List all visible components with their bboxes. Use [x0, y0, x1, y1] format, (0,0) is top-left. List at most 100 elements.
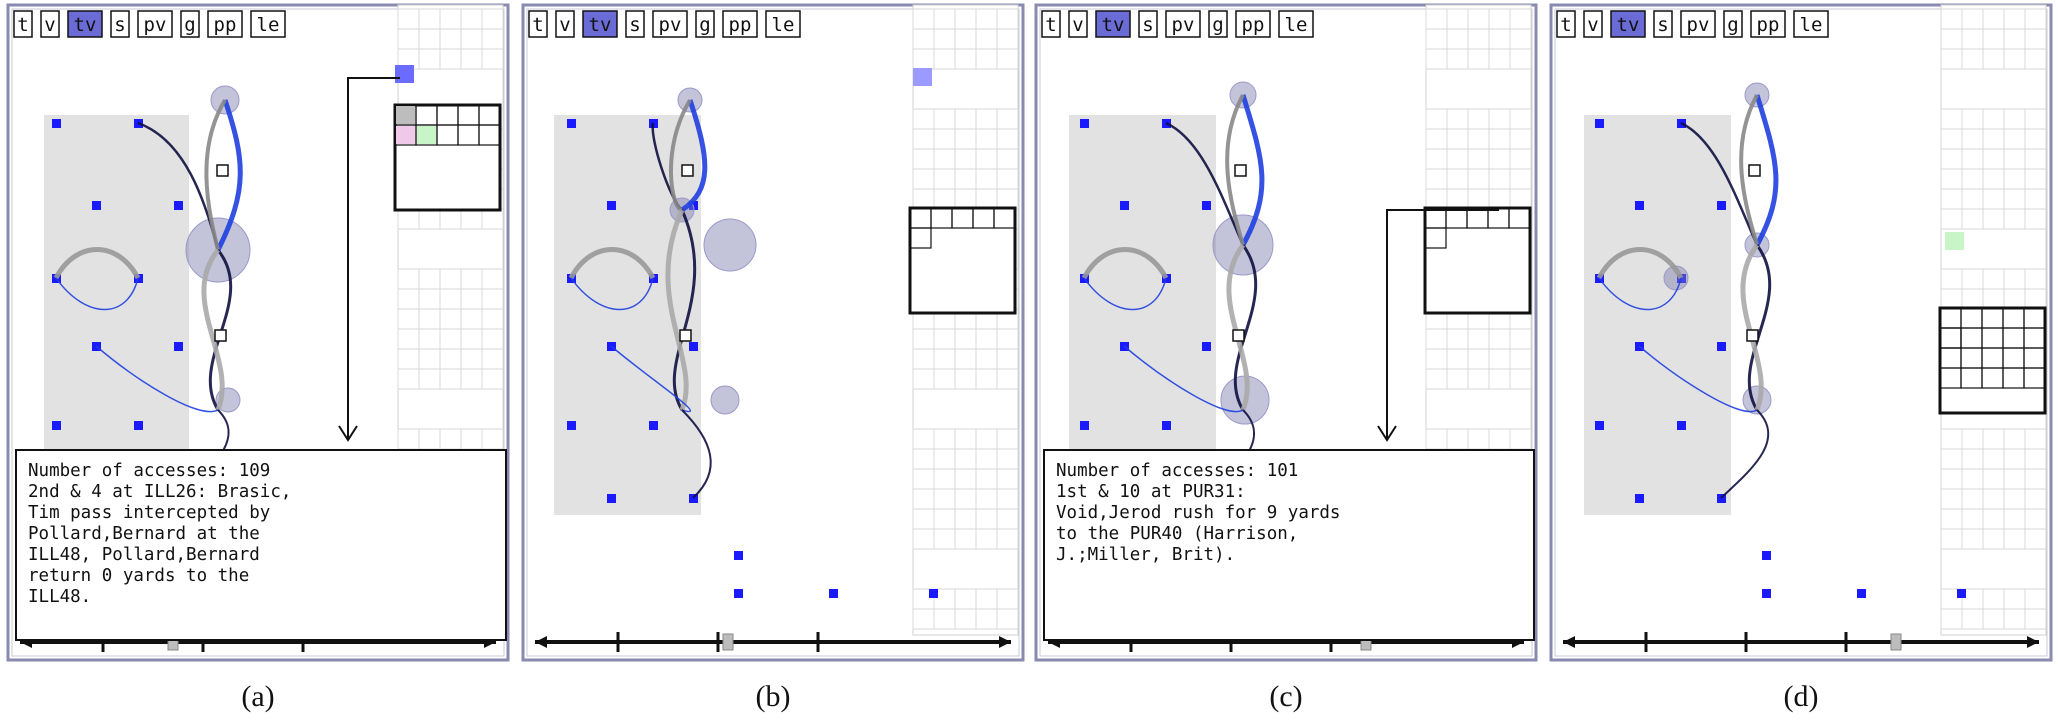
toolbar-button-pv[interactable]: pv [137, 10, 173, 38]
toolbar-button-tv[interactable]: tv [582, 10, 618, 38]
node[interactable] [689, 342, 698, 351]
node[interactable] [1635, 494, 1644, 503]
toolbar-button-s[interactable]: s [1138, 10, 1158, 38]
toolbar-button-frame[interactable] [1750, 10, 1786, 38]
zoomed-grid-cell[interactable] [478, 124, 501, 146]
toolbar-button-pp[interactable]: pp [1750, 10, 1786, 38]
toolbar-button-pp[interactable]: pp [1235, 10, 1271, 38]
toolbar-button-t[interactable]: t [1556, 10, 1576, 38]
link[interactable] [204, 98, 227, 251]
node[interactable] [829, 589, 838, 598]
selection-marker[interactable] [216, 164, 229, 177]
zoomed-grid-frame[interactable] [908, 206, 1017, 315]
link[interactable] [1596, 247, 1684, 280]
link[interactable] [1233, 244, 1258, 411]
toolbar-button-frame[interactable] [1095, 10, 1131, 38]
toolbar-button-tv[interactable]: tv [1610, 10, 1646, 38]
toolbar-button-frame[interactable] [1165, 10, 1201, 38]
node[interactable] [52, 421, 61, 430]
toolbar-button-s[interactable]: s [625, 10, 645, 38]
toolbar-button-frame[interactable] [1068, 10, 1088, 38]
timeline-handle[interactable] [1890, 633, 1902, 651]
toolbar-button-frame[interactable] [250, 10, 286, 38]
toolbar-button-frame[interactable] [1610, 10, 1646, 38]
toolbar-button-v[interactable]: v [1583, 10, 1603, 38]
minimap-cell[interactable] [2024, 528, 2047, 550]
node[interactable] [734, 551, 743, 560]
zoomed-grid-cell[interactable] [1424, 227, 1447, 249]
toolbar-button-tv[interactable]: tv [1095, 10, 1131, 38]
selection-marker[interactable] [1234, 164, 1247, 177]
toolbar-button-frame[interactable] [1583, 10, 1603, 38]
link[interactable] [1165, 121, 1245, 246]
selection-marker[interactable] [1748, 164, 1761, 177]
zoomed-grid-block[interactable] [393, 103, 502, 212]
toolbar-button-pv[interactable]: pv [1165, 10, 1201, 38]
toolbar-button-le[interactable]: le [765, 10, 801, 38]
node[interactable] [607, 494, 616, 503]
zoomed-grid-frame[interactable] [1423, 206, 1532, 315]
toolbar-button-le[interactable]: le [1278, 10, 1314, 38]
link[interactable] [201, 248, 225, 411]
link[interactable] [1638, 345, 1758, 413]
node[interactable] [1717, 342, 1726, 351]
link[interactable] [1739, 94, 1759, 246]
timeline[interactable] [535, 632, 1011, 652]
link[interactable] [681, 409, 712, 499]
link[interactable] [665, 208, 689, 411]
hub-node[interactable] [710, 385, 740, 415]
minimap-highlight[interactable] [1945, 232, 1964, 250]
toolbar-button-pv[interactable]: pv [1680, 10, 1716, 38]
timeline-arrow-right[interactable] [999, 636, 1011, 648]
toolbar-button-frame[interactable] [1235, 10, 1271, 38]
toolbar-button-g[interactable]: g [695, 10, 715, 38]
timeline-handle[interactable] [722, 633, 734, 651]
link[interactable] [669, 98, 692, 212]
minimap-cell[interactable] [996, 608, 1019, 630]
zoomed-grid-cell[interactable] [2023, 367, 2046, 389]
link[interactable] [1598, 277, 1682, 311]
node[interactable] [929, 589, 938, 598]
zoomed-grid-block[interactable] [908, 206, 1017, 315]
link[interactable] [95, 345, 219, 413]
toolbar-button-frame[interactable] [207, 10, 243, 38]
node[interactable] [567, 119, 576, 128]
toolbar-button-frame[interactable] [1208, 10, 1228, 38]
toolbar-button-frame[interactable] [1723, 10, 1743, 38]
toolbar-button-t[interactable]: t [528, 10, 548, 38]
node[interactable] [1202, 201, 1211, 210]
timeline-arrow-left[interactable] [1563, 636, 1575, 648]
node[interactable] [174, 342, 183, 351]
node[interactable] [649, 421, 658, 430]
link[interactable] [1083, 277, 1167, 311]
link[interactable] [1081, 247, 1169, 280]
node[interactable] [1162, 421, 1171, 430]
toolbar-button-frame[interactable] [652, 10, 688, 38]
node[interactable] [1595, 119, 1604, 128]
toolbar-button-g[interactable]: g [180, 10, 200, 38]
toolbar-button-pv[interactable]: pv [652, 10, 688, 38]
node[interactable] [1080, 421, 1089, 430]
toolbar-button-s[interactable]: s [1653, 10, 1673, 38]
toolbar-button-tv[interactable]: tv [67, 10, 103, 38]
minimap-highlight[interactable] [395, 65, 414, 83]
toolbar-button-v[interactable]: v [555, 10, 575, 38]
toolbar-button-v[interactable]: v [40, 10, 60, 38]
node[interactable] [1202, 342, 1211, 351]
toolbar-button-frame[interactable] [110, 10, 130, 38]
zoomed-grid-block[interactable] [1423, 206, 1532, 315]
toolbar-button-frame[interactable] [40, 10, 60, 38]
hub-node[interactable] [703, 218, 757, 272]
node[interactable] [567, 421, 576, 430]
node[interactable] [1080, 119, 1089, 128]
node[interactable] [734, 589, 743, 598]
selection-marker[interactable] [681, 164, 694, 177]
node[interactable] [1857, 589, 1866, 598]
link[interactable] [1225, 94, 1245, 246]
toolbar-button-g[interactable]: g [1208, 10, 1228, 38]
node[interactable] [1635, 201, 1644, 210]
node[interactable] [1677, 421, 1686, 430]
node[interactable] [134, 421, 143, 430]
link[interactable] [1754, 94, 1779, 247]
link[interactable] [672, 209, 697, 411]
